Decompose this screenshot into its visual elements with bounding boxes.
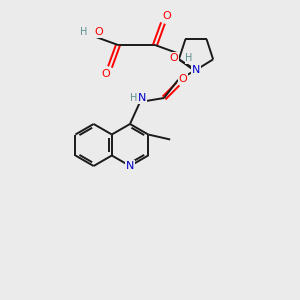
Text: N: N [126,161,134,171]
Text: H: H [80,27,88,37]
Text: O: O [94,27,103,37]
Text: N: N [192,65,200,75]
Text: H: H [130,93,138,103]
Text: O: O [169,53,178,63]
Text: H: H [185,53,193,63]
Text: O: O [102,69,110,79]
Text: O: O [178,74,188,84]
Text: O: O [163,11,171,21]
Text: N: N [138,93,146,103]
